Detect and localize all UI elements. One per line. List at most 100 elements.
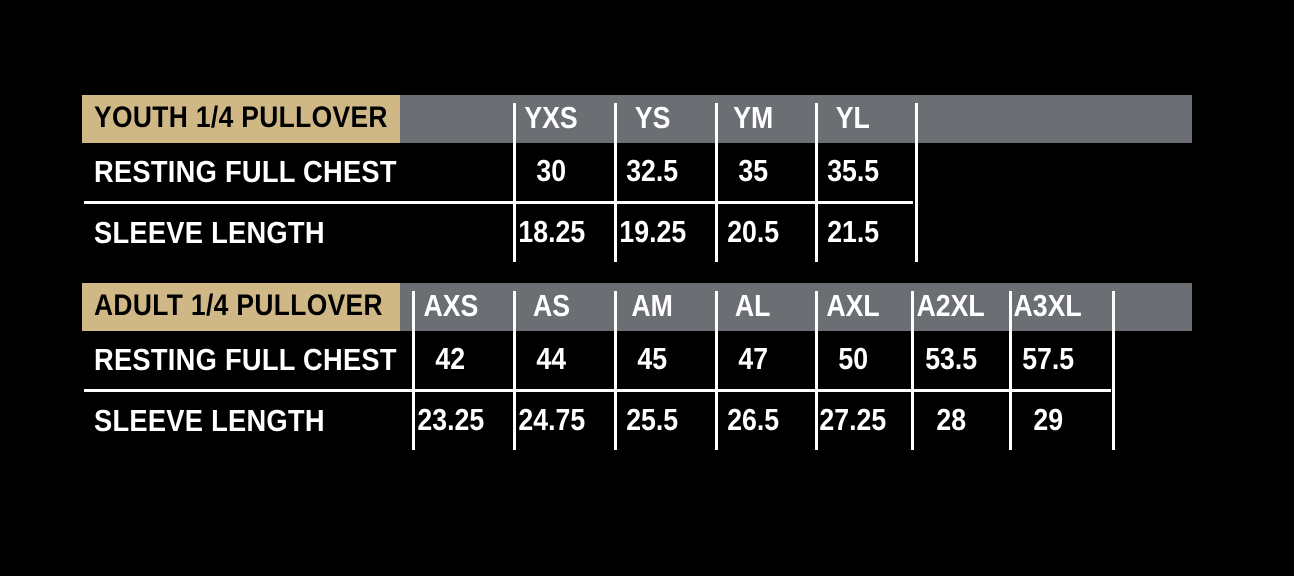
adult-title: ADULT 1/4 PULLOVER — [94, 289, 383, 322]
row-label-text: SLEEVE LENGTH — [94, 402, 325, 438]
youth-cell-sleeve-yxs: 18.25 — [501, 204, 602, 262]
cell-value: 35 — [738, 153, 768, 188]
adult-row-divider — [84, 389, 1111, 392]
youth-size-label: YS — [634, 100, 671, 135]
adult-col-divider — [614, 291, 617, 450]
adult-size-label: A3XL — [1013, 288, 1083, 323]
row-label-text: RESTING FULL CHEST — [94, 153, 397, 189]
youth-col-divider — [513, 103, 516, 262]
cell-value: 26.5 — [727, 402, 779, 437]
cell-value: 42 — [435, 341, 466, 376]
table-row: RESTING FULL CHEST 42 44 45 47 50 53.5 5… — [82, 331, 1192, 389]
adult-col-divider — [815, 291, 818, 450]
youth-col-divider — [815, 103, 818, 262]
adult-cell-sleeve-a2xl: 28 — [903, 392, 999, 450]
youth-row-label-chest: RESTING FULL CHEST — [82, 143, 501, 201]
cell-value: 23.25 — [417, 402, 484, 437]
adult-col-divider — [715, 291, 718, 450]
adult-size-label: AS — [532, 288, 571, 323]
adult-col-divider — [911, 291, 914, 450]
adult-size-label: AXS — [423, 288, 478, 323]
adult-size-header-am: AM — [602, 283, 703, 331]
cell-value: 32.5 — [626, 153, 679, 188]
youth-size-header-yxs: YXS — [501, 95, 602, 143]
youth-cell-chest-ys: 32.5 — [602, 143, 703, 201]
adult-size-label: AM — [631, 288, 674, 323]
youth-title-cell: YOUTH 1/4 PULLOVER — [82, 95, 400, 143]
youth-cell-sleeve-ym: 20.5 — [703, 204, 803, 262]
adult-size-label: AL — [735, 288, 771, 323]
cell-value: 21.5 — [827, 214, 879, 249]
adult-header-row: ADULT 1/4 PULLOVER AXS AS AM AL AXL — [82, 283, 1192, 331]
cell-value: 18.25 — [518, 214, 585, 249]
youth-header-tail — [903, 95, 1192, 143]
youth-size-label: YL — [835, 100, 871, 135]
youth-cell-chest-yl: 35.5 — [803, 143, 903, 201]
adult-size-table: ADULT 1/4 PULLOVER AXS AS AM AL AXL — [82, 283, 1192, 450]
cell-value: 35.5 — [827, 153, 879, 188]
cell-value: 20.5 — [727, 214, 779, 249]
youth-title: YOUTH 1/4 PULLOVER — [94, 101, 388, 134]
table-row: RESTING FULL CHEST 30 32.5 35 35.5 — [82, 143, 1192, 201]
adult-size-header-as: AS — [501, 283, 602, 331]
cell-value: 45 — [637, 341, 668, 376]
adult-title-cell: ADULT 1/4 PULLOVER — [82, 283, 400, 331]
youth-size-label: YM — [733, 100, 773, 135]
adult-cell-chest-am: 45 — [602, 331, 703, 389]
adult-cell-chest-al: 47 — [703, 331, 803, 389]
adult-size-header-al: AL — [703, 283, 803, 331]
adult-cell-chest-axs: 42 — [400, 331, 501, 389]
adult-cell-sleeve-al: 26.5 — [703, 392, 803, 450]
youth-size-table: YOUTH 1/4 PULLOVER YXS YS YM YL — [82, 95, 1192, 262]
table-row: SLEEVE LENGTH 23.25 24.75 25.5 26.5 27.2… — [82, 392, 1192, 450]
cell-value: 25.5 — [626, 402, 679, 437]
adult-cell-chest-as: 44 — [501, 331, 602, 389]
row-label-text: SLEEVE LENGTH — [94, 214, 325, 250]
adult-header-band: AXS AS AM AL AXL A2XL A3XL — [400, 283, 1192, 331]
youth-size-label: YXS — [524, 100, 579, 135]
adult-row-label-sleeve: SLEEVE LENGTH — [82, 392, 400, 450]
adult-size-label: AXL — [826, 288, 880, 323]
cell-value: 27.25 — [819, 402, 887, 437]
cell-value: 57.5 — [1022, 341, 1074, 376]
adult-size-header-axl: AXL — [803, 283, 903, 331]
youth-cell-sleeve-yl: 21.5 — [803, 204, 903, 262]
youth-size-spacer — [400, 95, 501, 143]
adult-col-divider — [1009, 291, 1012, 450]
youth-cell-chest-ym: 35 — [703, 143, 803, 201]
cell-value: 50 — [838, 341, 868, 376]
adult-size-header-a2xl: A2XL — [903, 283, 999, 331]
youth-header-row: YOUTH 1/4 PULLOVER YXS YS YM YL — [82, 95, 1192, 143]
adult-cell-sleeve-axs: 23.25 — [400, 392, 501, 450]
adult-col-divider — [412, 291, 415, 450]
youth-row-divider — [84, 201, 913, 204]
adult-col-divider — [1112, 291, 1115, 450]
adult-cell-chest-axl: 50 — [803, 331, 903, 389]
youth-size-header-ym: YM — [703, 95, 803, 143]
adult-size-label: A2XL — [916, 288, 986, 323]
adult-cell-chest-a2xl: 53.5 — [903, 331, 999, 389]
youth-cell-chest-yxs: 30 — [501, 143, 602, 201]
adult-col-divider — [513, 291, 516, 450]
cell-value: 29 — [1033, 402, 1063, 437]
cell-value: 53.5 — [925, 341, 977, 376]
adult-cell-sleeve-as: 24.75 — [501, 392, 602, 450]
adult-size-header-axs: AXS — [400, 283, 501, 331]
cell-value: 28 — [936, 402, 966, 437]
row-label-text: RESTING FULL CHEST — [94, 341, 397, 377]
adult-size-header-a3xl: A3XL — [999, 283, 1097, 331]
youth-col-divider — [915, 103, 918, 262]
youth-row-label-sleeve: SLEEVE LENGTH — [82, 204, 501, 262]
youth-size-header-yl: YL — [803, 95, 903, 143]
cell-value: 47 — [738, 341, 768, 376]
adult-row-label-chest: RESTING FULL CHEST — [82, 331, 400, 389]
adult-cell-sleeve-axl: 27.25 — [803, 392, 903, 450]
youth-col-divider — [715, 103, 718, 262]
cell-value: 19.25 — [619, 214, 686, 249]
adult-cell-chest-a3xl: 57.5 — [999, 331, 1097, 389]
youth-header-band: YXS YS YM YL — [400, 95, 1192, 143]
youth-col-divider — [614, 103, 617, 262]
table-row: SLEEVE LENGTH 18.25 19.25 20.5 21.5 — [82, 204, 1192, 262]
adult-cell-sleeve-a3xl: 29 — [999, 392, 1097, 450]
